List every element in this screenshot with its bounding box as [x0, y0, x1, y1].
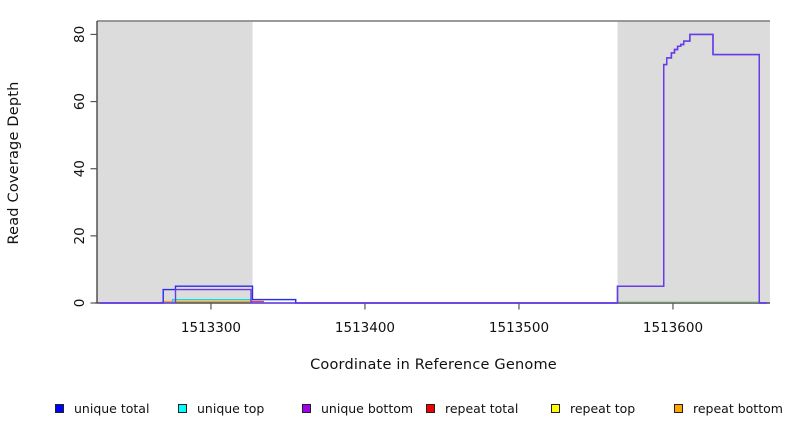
legend-item-repeat-total: repeat total: [426, 399, 518, 417]
legend-label: unique total: [74, 400, 150, 416]
legend-swatch-icon: [302, 403, 311, 413]
legend-label: unique bottom: [321, 400, 414, 416]
x-tick-label: 1513400: [335, 320, 395, 336]
y-tick-label: 0: [72, 299, 88, 308]
legend-swatch-icon: [674, 403, 683, 413]
y-tick-label: 20: [72, 227, 88, 244]
y-axis-title: Read Coverage Depth: [6, 81, 22, 245]
legend-item-unique-bottom: unique bottom: [302, 399, 413, 417]
legend-item-unique-top: unique top: [178, 399, 264, 417]
x-tick-label: 1513500: [489, 320, 549, 336]
x-tick-label: 1513300: [181, 320, 241, 336]
legend: unique total unique top unique bottom repea…: [0, 399, 792, 419]
legend-label: repeat bottom: [693, 400, 783, 416]
legend-swatch-icon: [178, 403, 187, 413]
legend-label: repeat total: [445, 400, 519, 416]
legend-item-repeat-top: repeat top: [551, 399, 635, 417]
y-tick-label: 80: [72, 26, 88, 43]
legend-swatch-icon: [55, 403, 64, 413]
y-tick-label: 40: [72, 160, 88, 177]
x-axis-title: Coordinate in Reference Genome: [310, 357, 557, 373]
repeat-region-left: [97, 21, 253, 303]
legend-item-repeat-bottom: repeat bottom: [674, 399, 783, 417]
y-tick-label: 60: [72, 93, 88, 110]
legend-swatch-icon: [551, 403, 560, 413]
legend-label: unique top: [197, 400, 265, 416]
legend-label: repeat top: [570, 400, 636, 416]
series-line-unique-bottom: [100, 33, 767, 304]
legend-item-unique-total: unique total: [55, 399, 149, 417]
repeat-region-right: [617, 21, 770, 303]
legend-swatch-icon: [426, 403, 435, 413]
x-tick-label: 1513600: [643, 320, 703, 336]
